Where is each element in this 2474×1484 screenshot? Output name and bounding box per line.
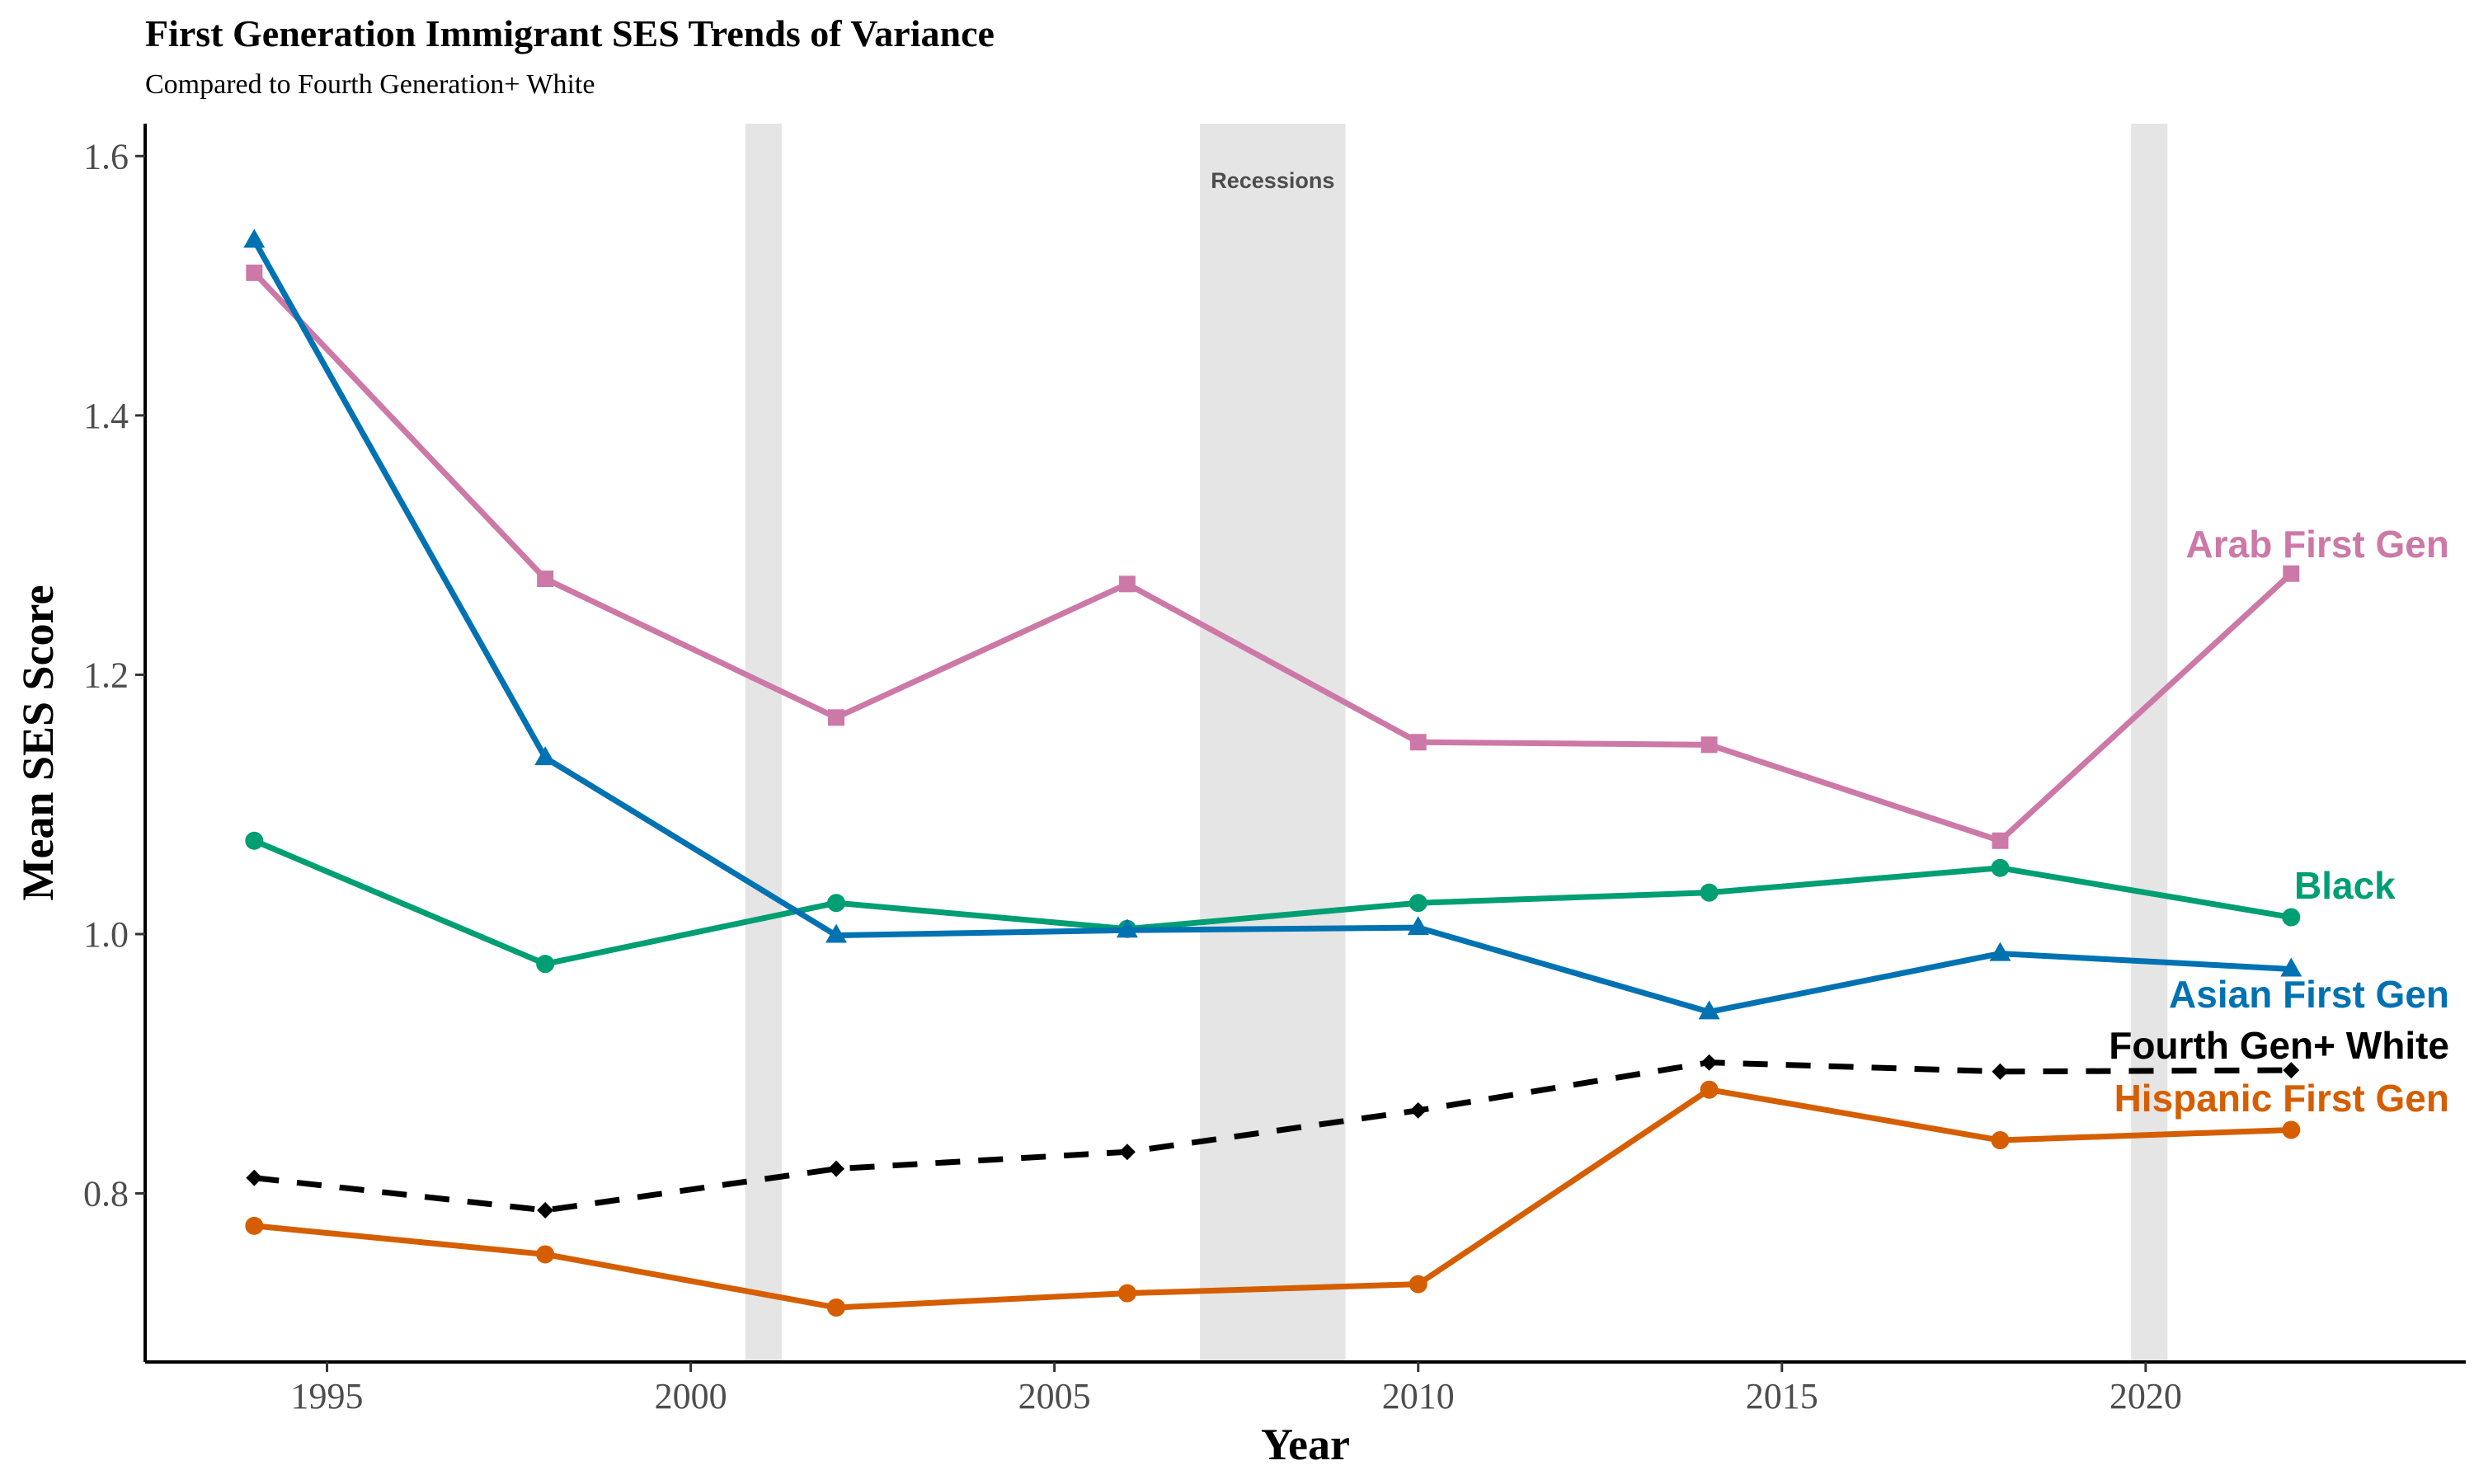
data-point-arab-first-gen [1118, 575, 1136, 593]
data-point-black [2282, 908, 2301, 927]
x-axis-title: Year [1261, 1420, 1350, 1469]
x-tick-label: 2015 [1746, 1376, 1818, 1416]
data-point-arab-first-gen [1700, 736, 1718, 754]
data-point-fourth-gen-white [537, 1201, 554, 1219]
recession-band-2 [1200, 124, 1346, 1362]
data-point-arab-first-gen [1992, 832, 2009, 849]
series-asian-first-gen [243, 228, 2302, 1020]
series-label-black: Black [2294, 864, 2396, 907]
y-axis-title: Mean SES Score [13, 585, 63, 900]
series-label-hispanic-first-gen: Hispanic First Gen [2114, 1077, 2449, 1120]
data-point-hispanic-first-gen [827, 1298, 846, 1317]
data-point-asian-first-gen [825, 923, 848, 943]
axes: 0.8 1.0 1.2 1.4 1.6 1995 2000 2005 2010 2015 2020 Y… [13, 124, 2466, 1469]
data-point-black [1700, 883, 1719, 902]
data-point-hispanic-first-gen [2282, 1120, 2301, 1139]
data-point-asian-first-gen [1698, 1000, 1720, 1020]
x-tick-label: 2010 [1382, 1376, 1455, 1416]
recession-bands: Recessions [745, 124, 2168, 1362]
series-labels: Arab First Gen Black Asian First Gen Fourth… [2109, 523, 2449, 1120]
y-tick-label: 1.0 [83, 914, 129, 955]
y-tick-label: 1.6 [83, 136, 129, 176]
recession-label: Recessions [1211, 168, 1334, 193]
data-point-black [536, 955, 555, 974]
data-point-hispanic-first-gen [1991, 1131, 2010, 1150]
series-hispanic-first-gen [245, 1080, 2301, 1317]
recession-band-3 [2131, 124, 2168, 1362]
y-tick-label: 1.4 [83, 396, 129, 436]
data-point-asian-first-gen [1989, 942, 2011, 961]
y-tick-label: 0.8 [83, 1174, 129, 1214]
data-point-fourth-gen-white [1700, 1054, 1718, 1071]
data-point-hispanic-first-gen [1117, 1284, 1136, 1303]
data-point-hispanic-first-gen [1409, 1275, 1427, 1294]
data-point-black [1409, 894, 1427, 913]
data-point-fourth-gen-white [246, 1169, 263, 1186]
data-point-arab-first-gen [1409, 734, 1427, 751]
data-point-hispanic-first-gen [536, 1245, 555, 1264]
series-fourth-gen-white [246, 1054, 2300, 1219]
data-point-fourth-gen-white [2283, 1062, 2300, 1079]
series-label-arab-first-gen: Arab First Gen [2185, 523, 2449, 566]
data-point-hispanic-first-gen [245, 1216, 264, 1235]
data-point-fourth-gen-white [1409, 1101, 1427, 1119]
data-point-fourth-gen-white [828, 1160, 845, 1177]
data-point-arab-first-gen [828, 709, 845, 726]
data-point-black [1991, 858, 2010, 877]
data-point-arab-first-gen [2283, 565, 2300, 582]
data-point-black [827, 894, 846, 913]
data-point-black [245, 831, 264, 850]
data-point-arab-first-gen [537, 571, 554, 588]
y-tick-label: 1.2 [83, 655, 129, 695]
x-tick-label: 2020 [2109, 1376, 2182, 1416]
data-point-asian-first-gen [2280, 957, 2302, 977]
series-line-black [252, 838, 2292, 967]
series-line-hispanic-first-gen [253, 1087, 2292, 1311]
data-point-asian-first-gen [534, 746, 557, 766]
data-point-hispanic-first-gen [1700, 1080, 1719, 1099]
chart-subtitle: Compared to Fourth Generation+ White [145, 69, 595, 100]
series-label-fourth-gen-white: Fourth Gen+ White [2109, 1024, 2449, 1067]
series-arab-first-gen [246, 264, 2300, 849]
data-point-asian-first-gen [1407, 916, 1429, 936]
data-point-fourth-gen-white [1992, 1063, 2009, 1080]
series-line-arab-first-gen [252, 270, 2293, 844]
series-lines [243, 228, 2302, 1317]
data-point-arab-first-gen [246, 264, 263, 281]
data-point-fourth-gen-white [1118, 1144, 1136, 1161]
data-point-asian-first-gen [243, 228, 266, 248]
series-label-asian-first-gen: Asian First Gen [2169, 973, 2449, 1016]
recession-band-1 [745, 124, 782, 1362]
chart-title: First Generation Immigrant SES Trends of… [145, 12, 995, 54]
series-line-asian-first-gen [252, 238, 2292, 1015]
x-tick-label: 2000 [655, 1376, 727, 1416]
x-tick-label: 1995 [291, 1376, 364, 1416]
data-point-asian-first-gen [1116, 918, 1138, 938]
x-tick-label: 2005 [1018, 1376, 1091, 1416]
